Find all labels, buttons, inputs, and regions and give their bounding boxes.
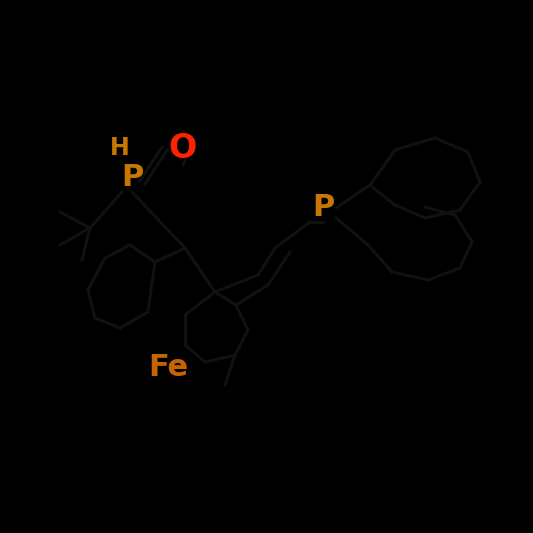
Text: P: P	[312, 193, 334, 222]
Text: Fe: Fe	[148, 353, 188, 383]
Text: O: O	[169, 132, 197, 165]
Text: H: H	[110, 136, 130, 160]
Text: P: P	[121, 164, 143, 192]
